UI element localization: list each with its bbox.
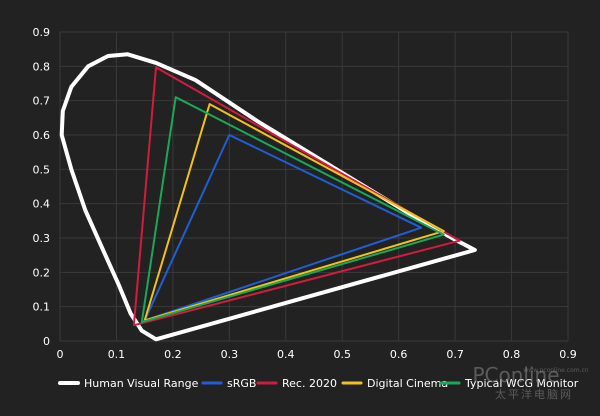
- series-human-visual-range: [59, 52, 477, 342]
- watermark-brand: PConline: [472, 363, 559, 387]
- y-tick-label: 0.8: [33, 60, 51, 73]
- x-tick-label: 0.6: [390, 348, 408, 361]
- x-tick-label: 0.7: [446, 348, 464, 361]
- watermark: PConline www.pconline.com.cn 太平洋电脑网: [472, 363, 588, 401]
- legend-label-srgb: sRGB: [227, 377, 256, 390]
- y-tick-label: 0.2: [33, 266, 51, 279]
- series-srgb: [143, 134, 423, 322]
- series-layer: [59, 52, 477, 342]
- x-tick-label: 0.8: [503, 348, 521, 361]
- legend-label-typical-wcg-monitor: Typical WCG Monitor: [464, 377, 579, 390]
- watermark-url: www.pconline.com.cn: [523, 367, 588, 374]
- legend-label-human-visual-range: Human Visual Range: [84, 377, 199, 390]
- legend: Human Visual Range sRGB Rec. 2020 Digital C…: [58, 377, 579, 390]
- x-tick-label: 0.1: [108, 348, 126, 361]
- y-tick-label: 0.1: [33, 301, 51, 314]
- x-tick-label: 0.3: [221, 348, 239, 361]
- axis-ticks: 0 0.1 0.2 0.3 0.4 0.5 0.6 0.7 0.8 0.9 0 0.1 0.2 0.3 0.…: [33, 26, 577, 361]
- watermark-cn: 太平洋电脑网: [495, 387, 573, 401]
- x-tick-label: 0.9: [559, 348, 577, 361]
- y-tick-label: 0.3: [33, 232, 51, 245]
- x-tick-label: 0.2: [164, 348, 182, 361]
- x-tick-label: 0: [57, 348, 64, 361]
- series-rec-2020: [132, 66, 461, 327]
- y-tick-label: 0.9: [33, 26, 51, 39]
- y-tick-label: 0.6: [33, 129, 51, 142]
- y-tick-label: 0.4: [33, 198, 51, 211]
- x-tick-label: 0.4: [277, 348, 295, 361]
- legend-label-digital-cinema: Digital Cinema: [367, 377, 448, 390]
- y-tick-label: 0: [43, 335, 50, 348]
- series-typical-wcg-monitor: [140, 96, 445, 324]
- legend-label-rec-2020: Rec. 2020: [282, 377, 337, 390]
- series-digital-cinema: [143, 103, 445, 322]
- y-tick-label: 0.7: [33, 95, 51, 108]
- y-tick-label: 0.5: [33, 163, 51, 176]
- x-tick-label: 0.5: [333, 348, 351, 361]
